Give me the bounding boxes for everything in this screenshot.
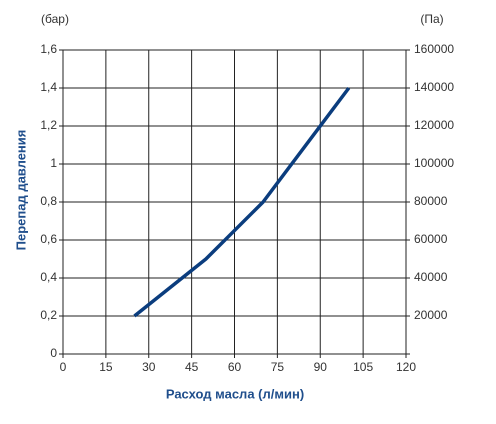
y-tick-label: 0,4 [40,270,57,284]
y-tick-label: 1,2 [40,118,57,132]
y-axis-label: Перепад давления [13,130,28,251]
x-tick-label: 60 [228,360,242,374]
y2-tick-label: 40000 [414,270,448,284]
data-line [133,86,351,318]
y-tick-label: 0,6 [40,232,57,246]
y-tick-label: 0,2 [40,308,57,322]
x-axis-label: Расход масла (л/мин) [166,386,304,401]
y2-tick-label: 140000 [414,80,454,94]
y-tick-label: 1,4 [40,80,57,94]
y2-unit-label: (Па) [420,12,443,26]
y-tick-label: 0,8 [40,194,57,208]
x-tick-label: 30 [142,360,156,374]
y2-tick-label: 120000 [414,118,454,132]
y2-tick-label: 160000 [414,42,454,56]
x-tick-label: 75 [271,360,285,374]
y-tick-label: 1 [50,156,57,170]
y2-tick-label: 80000 [414,194,448,208]
y2-tick-label: 100000 [414,156,454,170]
y2-tick-label: 20000 [414,308,448,322]
x-tick-label: 15 [99,360,113,374]
x-tick-label: 45 [185,360,199,374]
y-tick-label: 0 [50,346,57,360]
x-tick-label: 0 [60,360,67,374]
y2-tick-label: 60000 [414,232,448,246]
x-tick-label: 105 [353,360,373,374]
y-tick-label: 1,6 [40,42,57,56]
x-tick-label: 120 [396,360,416,374]
y-unit-label: (бар) [41,12,69,26]
x-tick-label: 90 [314,360,328,374]
